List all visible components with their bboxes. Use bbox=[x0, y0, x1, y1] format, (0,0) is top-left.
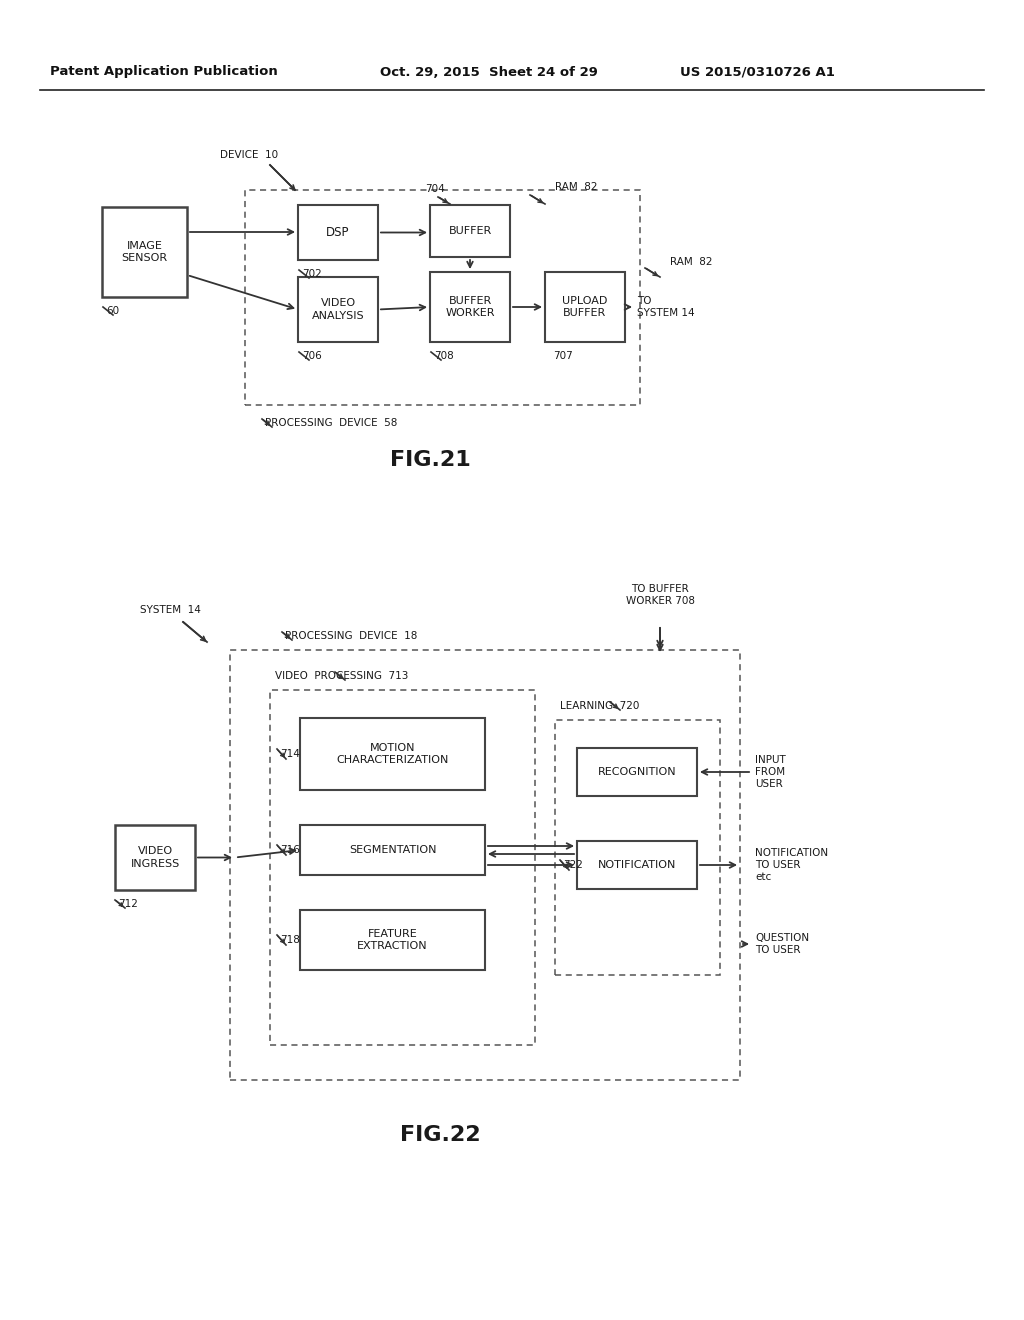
Bar bbox=[298, 277, 378, 342]
Text: RECOGNITION: RECOGNITION bbox=[598, 767, 676, 777]
Text: TO BUFFER
WORKER 708: TO BUFFER WORKER 708 bbox=[626, 583, 694, 606]
Bar bbox=[545, 272, 625, 342]
Text: MOTION
CHARACTERIZATION: MOTION CHARACTERIZATION bbox=[336, 743, 449, 766]
Text: 704: 704 bbox=[425, 183, 444, 194]
Text: 706: 706 bbox=[302, 351, 322, 360]
Text: FIG.21: FIG.21 bbox=[389, 450, 470, 470]
Bar bbox=[245, 190, 640, 405]
Text: LEARNING  720: LEARNING 720 bbox=[560, 701, 639, 711]
Text: NOTIFICATION
TO USER
etc: NOTIFICATION TO USER etc bbox=[755, 847, 828, 882]
Text: BUFFER: BUFFER bbox=[449, 226, 492, 236]
Bar bbox=[115, 825, 195, 890]
Text: PROCESSING  DEVICE  18: PROCESSING DEVICE 18 bbox=[285, 631, 418, 642]
Text: RAM  82: RAM 82 bbox=[555, 182, 597, 191]
Text: 702: 702 bbox=[302, 269, 322, 279]
Text: 718: 718 bbox=[280, 935, 300, 945]
Text: 712: 712 bbox=[118, 899, 138, 909]
Text: SYSTEM  14: SYSTEM 14 bbox=[140, 605, 201, 615]
Text: VIDEO  PROCESSING  713: VIDEO PROCESSING 713 bbox=[275, 671, 409, 681]
Text: PROCESSING  DEVICE  58: PROCESSING DEVICE 58 bbox=[265, 418, 397, 428]
Text: Oct. 29, 2015  Sheet 24 of 29: Oct. 29, 2015 Sheet 24 of 29 bbox=[380, 66, 598, 78]
Bar bbox=[270, 690, 535, 1045]
Text: SEGMENTATION: SEGMENTATION bbox=[349, 845, 436, 855]
Bar bbox=[300, 718, 485, 789]
Bar bbox=[102, 207, 187, 297]
Bar bbox=[430, 272, 510, 342]
Bar bbox=[300, 909, 485, 970]
Text: IMAGE
SENSOR: IMAGE SENSOR bbox=[122, 240, 168, 263]
Text: 60: 60 bbox=[106, 306, 119, 315]
Text: VIDEO
ANALYSIS: VIDEO ANALYSIS bbox=[311, 298, 365, 321]
Text: BUFFER
WORKER: BUFFER WORKER bbox=[445, 296, 495, 318]
Text: 716: 716 bbox=[280, 845, 300, 855]
Text: QUESTION
TO USER: QUESTION TO USER bbox=[755, 933, 809, 956]
Text: US 2015/0310726 A1: US 2015/0310726 A1 bbox=[680, 66, 835, 78]
Text: FEATURE
EXTRACTION: FEATURE EXTRACTION bbox=[357, 929, 428, 952]
Text: RAM  82: RAM 82 bbox=[670, 257, 713, 267]
Bar bbox=[577, 841, 697, 888]
Bar bbox=[430, 205, 510, 257]
Text: INPUT
FROM
USER: INPUT FROM USER bbox=[755, 755, 785, 789]
Bar bbox=[230, 649, 740, 1080]
Text: NOTIFICATION: NOTIFICATION bbox=[598, 861, 676, 870]
Text: 722: 722 bbox=[563, 861, 583, 870]
Bar bbox=[577, 748, 697, 796]
Text: VIDEO
INGRESS: VIDEO INGRESS bbox=[130, 846, 179, 869]
Bar bbox=[555, 719, 720, 975]
Text: TO
SYSTEM 14: TO SYSTEM 14 bbox=[637, 296, 694, 318]
Text: DSP: DSP bbox=[327, 226, 350, 239]
Text: 714: 714 bbox=[280, 748, 300, 759]
Bar bbox=[300, 825, 485, 875]
Text: 707: 707 bbox=[553, 351, 572, 360]
Bar bbox=[298, 205, 378, 260]
Text: FIG.22: FIG.22 bbox=[399, 1125, 480, 1144]
Text: UPLOAD
BUFFER: UPLOAD BUFFER bbox=[562, 296, 607, 318]
Text: Patent Application Publication: Patent Application Publication bbox=[50, 66, 278, 78]
Text: 708: 708 bbox=[434, 351, 454, 360]
Text: DEVICE  10: DEVICE 10 bbox=[220, 150, 279, 160]
